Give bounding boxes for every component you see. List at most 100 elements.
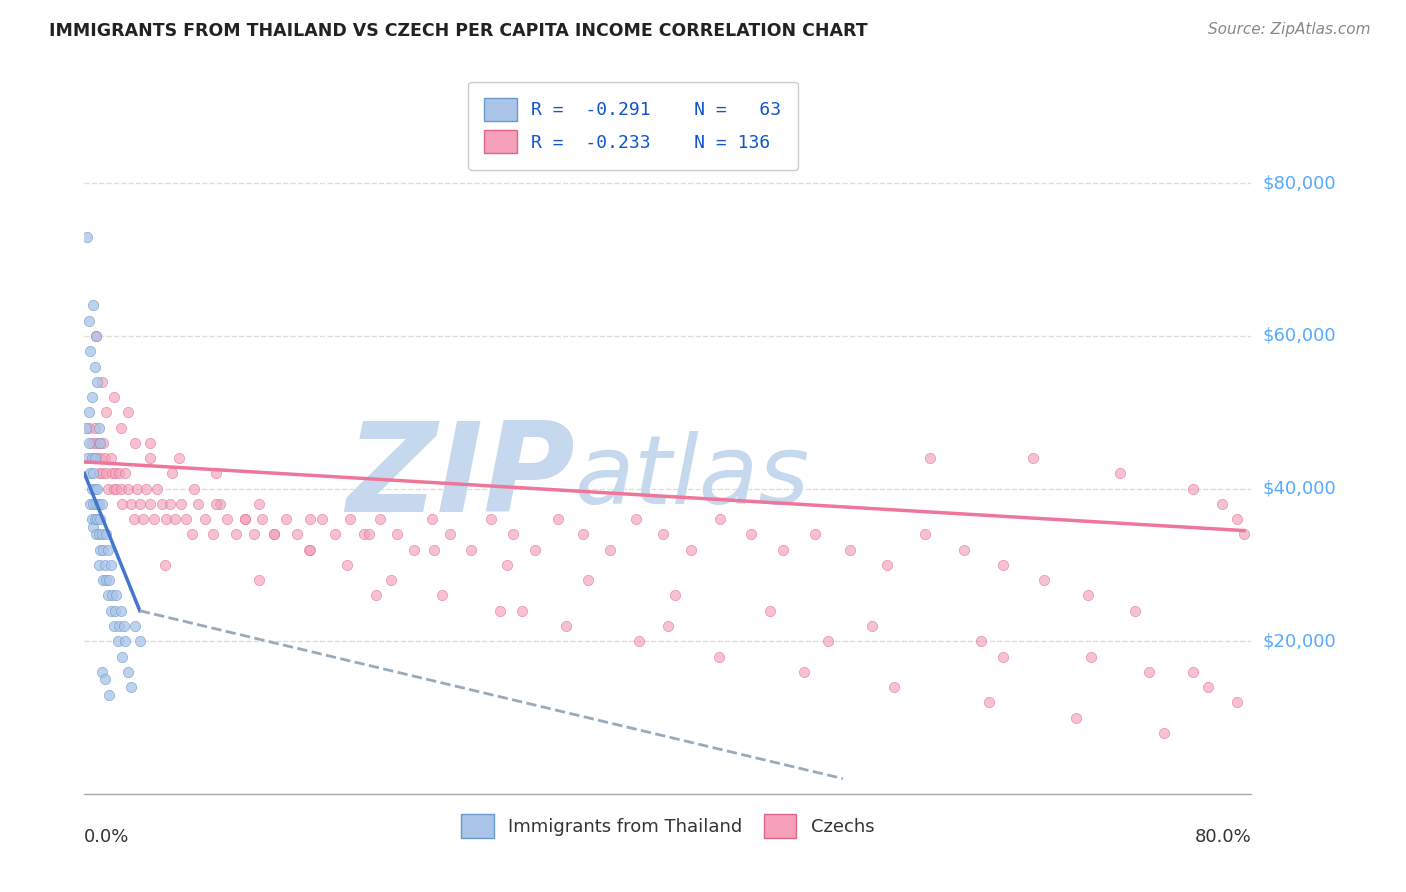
Point [117,482,139,496]
Point [91,542,114,557]
Point [77,314,100,328]
Point [87,435,110,450]
Point [217,512,239,526]
Point [1226,512,1249,526]
Point [108,619,131,633]
Point [547,512,569,526]
Point [1123,604,1146,618]
Text: $60,000: $60,000 [1263,327,1336,345]
Point [89,451,111,466]
Point [860,619,883,633]
Point [772,542,794,557]
Point [117,405,139,419]
Point [993,558,1015,572]
Point [76,451,98,466]
Point [101,589,124,603]
Point [100,604,122,618]
Point [96,467,118,481]
Point [370,512,392,526]
Point [1211,497,1233,511]
Point [128,497,150,511]
Point [883,680,905,694]
Point [920,451,942,466]
Point [98,573,121,587]
Point [187,497,209,511]
Point [104,467,127,481]
Point [122,512,145,526]
Point [82,467,104,481]
Point [90,467,112,481]
Point [97,482,120,496]
Point [657,619,679,633]
Point [496,558,519,572]
Point [652,527,675,541]
Point [83,451,105,466]
Point [84,329,107,343]
Point [460,542,482,557]
Point [75,420,97,434]
Point [139,451,162,466]
Legend: Immigrants from Thailand, Czechs: Immigrants from Thailand, Czechs [453,805,883,847]
Point [84,329,107,343]
Point [599,542,621,557]
Point [120,680,142,694]
Point [1182,482,1205,496]
Point [105,482,128,496]
Point [502,527,524,541]
Point [1066,710,1088,724]
Point [759,604,782,618]
Point [914,527,936,541]
Point [225,527,247,541]
Point [285,527,308,541]
Point [86,451,108,466]
Point [82,497,104,511]
Point [83,420,105,434]
Point [970,634,993,648]
Point [233,512,256,526]
Point [76,229,98,244]
Point [114,467,136,481]
Point [681,542,703,557]
Point [94,558,117,572]
Point [83,512,105,526]
Point [1137,665,1160,679]
Point [366,589,388,603]
Text: IMMIGRANTS FROM THAILAND VS CZECH PER CAPITA INCOME CORRELATION CHART: IMMIGRANTS FROM THAILAND VS CZECH PER CA… [49,22,868,40]
Point [336,558,359,572]
Point [87,527,110,541]
Point [90,665,112,679]
Point [98,688,121,702]
Point [117,665,139,679]
Point [208,497,231,511]
Point [233,512,256,526]
Point [82,520,104,534]
Point [124,435,146,450]
Point [155,512,177,526]
Point [79,497,101,511]
Point [143,512,166,526]
Point [79,467,101,481]
Point [1077,589,1099,603]
Point [627,634,650,648]
Point [97,542,120,557]
Point [125,482,148,496]
Point [107,634,129,648]
Point [124,619,146,633]
Point [430,589,453,603]
Point [439,527,461,541]
Text: 80.0%: 80.0% [1195,828,1251,847]
Point [1080,649,1102,664]
Point [740,527,762,541]
Point [423,542,446,557]
Point [204,467,226,481]
Point [80,451,103,466]
Point [339,512,361,526]
Point [169,497,191,511]
Point [110,420,132,434]
Point [97,589,120,603]
Point [1021,451,1043,466]
Point [163,512,186,526]
Point [89,542,111,557]
Point [84,497,107,511]
Point [77,405,100,419]
